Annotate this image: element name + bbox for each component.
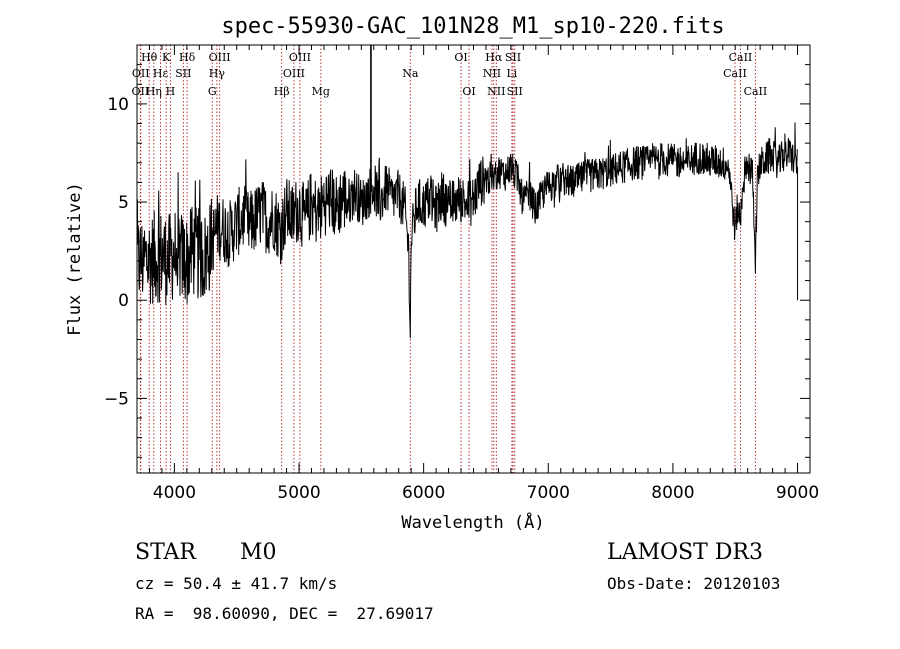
x-tick-label-8000: 8000 <box>651 483 694 503</box>
x-axis-ticks: 4000 5000 6000 7000 8000 9000 <box>148 45 819 503</box>
object-class: STAR <box>135 540 196 565</box>
line-label-3: Hη <box>146 85 162 98</box>
plot-frame <box>136 44 811 474</box>
y-tick-label-0: 0 <box>118 291 129 311</box>
line-label-18: OI <box>462 85 475 98</box>
flux-line <box>136 122 798 339</box>
line-label-16: Na <box>402 67 419 80</box>
line-label-5: K <box>162 51 171 64</box>
line-label-1: OII <box>132 67 150 80</box>
y-tick-label-5: 5 <box>118 193 129 213</box>
spectral-line-markers <box>139 45 756 473</box>
line-label-23: SII <box>505 51 521 64</box>
line-label-7: SII <box>175 67 191 80</box>
line-label-10: Hγ <box>209 67 226 80</box>
line-label-0: OII <box>132 85 150 98</box>
object-subclass: M0 <box>240 540 277 565</box>
chart-title: spec-55930-GAC_101N28_M1_sp10-220.fits <box>221 14 724 39</box>
line-label-4: Hε <box>153 67 169 80</box>
line-label-11: OIII <box>209 51 231 64</box>
line-label-22: Li <box>506 67 517 80</box>
line-label-27: CaII <box>744 85 768 98</box>
redshift-velocity: cz = 50.4 ± 41.7 km/s <box>135 574 338 593</box>
y-tick-label-10: 10 <box>107 95 129 115</box>
line-label-15: Mg <box>312 85 330 98</box>
y-tick-label--5: −5 <box>104 389 129 409</box>
line-label-24: SII <box>507 85 523 98</box>
line-label-19: NII <box>483 67 501 80</box>
line-label-21: NII <box>487 85 505 98</box>
survey-release: LAMOST DR3 <box>607 540 763 565</box>
line-label-26: CaII <box>729 51 753 64</box>
x-tick-label-5000: 5000 <box>277 483 320 503</box>
line-label-8: Hδ <box>179 51 196 64</box>
line-label-13: OIII <box>283 67 305 80</box>
line-label-14: OIII <box>289 51 311 64</box>
flux-series <box>136 45 799 339</box>
line-label-17: OI <box>454 51 467 64</box>
y-axis-ticks: −5 0 5 10 <box>104 64 810 458</box>
x-tick-label-7000: 7000 <box>527 483 570 503</box>
line-label-25: CaII <box>723 67 747 80</box>
line-label-9: G <box>208 85 217 98</box>
line-label-2: Hθ <box>141 51 158 64</box>
sky-coordinates: RA = 98.60090, DEC = 27.69017 <box>135 604 434 623</box>
line-label-20: Hα <box>485 51 503 64</box>
x-axis-label: Wavelength (Å) <box>401 511 544 533</box>
observation-date: Obs-Date: 20120103 <box>607 574 781 593</box>
line-label-12: Hβ <box>274 85 290 98</box>
spectral-line-labels: OII OII Hθ Hη Hε K H SII Hδ G Hγ OIII Hβ OIII OIII Mg Na… <box>132 51 768 98</box>
x-tick-label-9000: 9000 <box>776 483 819 503</box>
line-label-6: H <box>166 85 176 98</box>
y-axis-label: Flux (relative) <box>65 182 85 336</box>
x-tick-label-6000: 6000 <box>402 483 445 503</box>
x-tick-label-4000: 4000 <box>153 483 196 503</box>
